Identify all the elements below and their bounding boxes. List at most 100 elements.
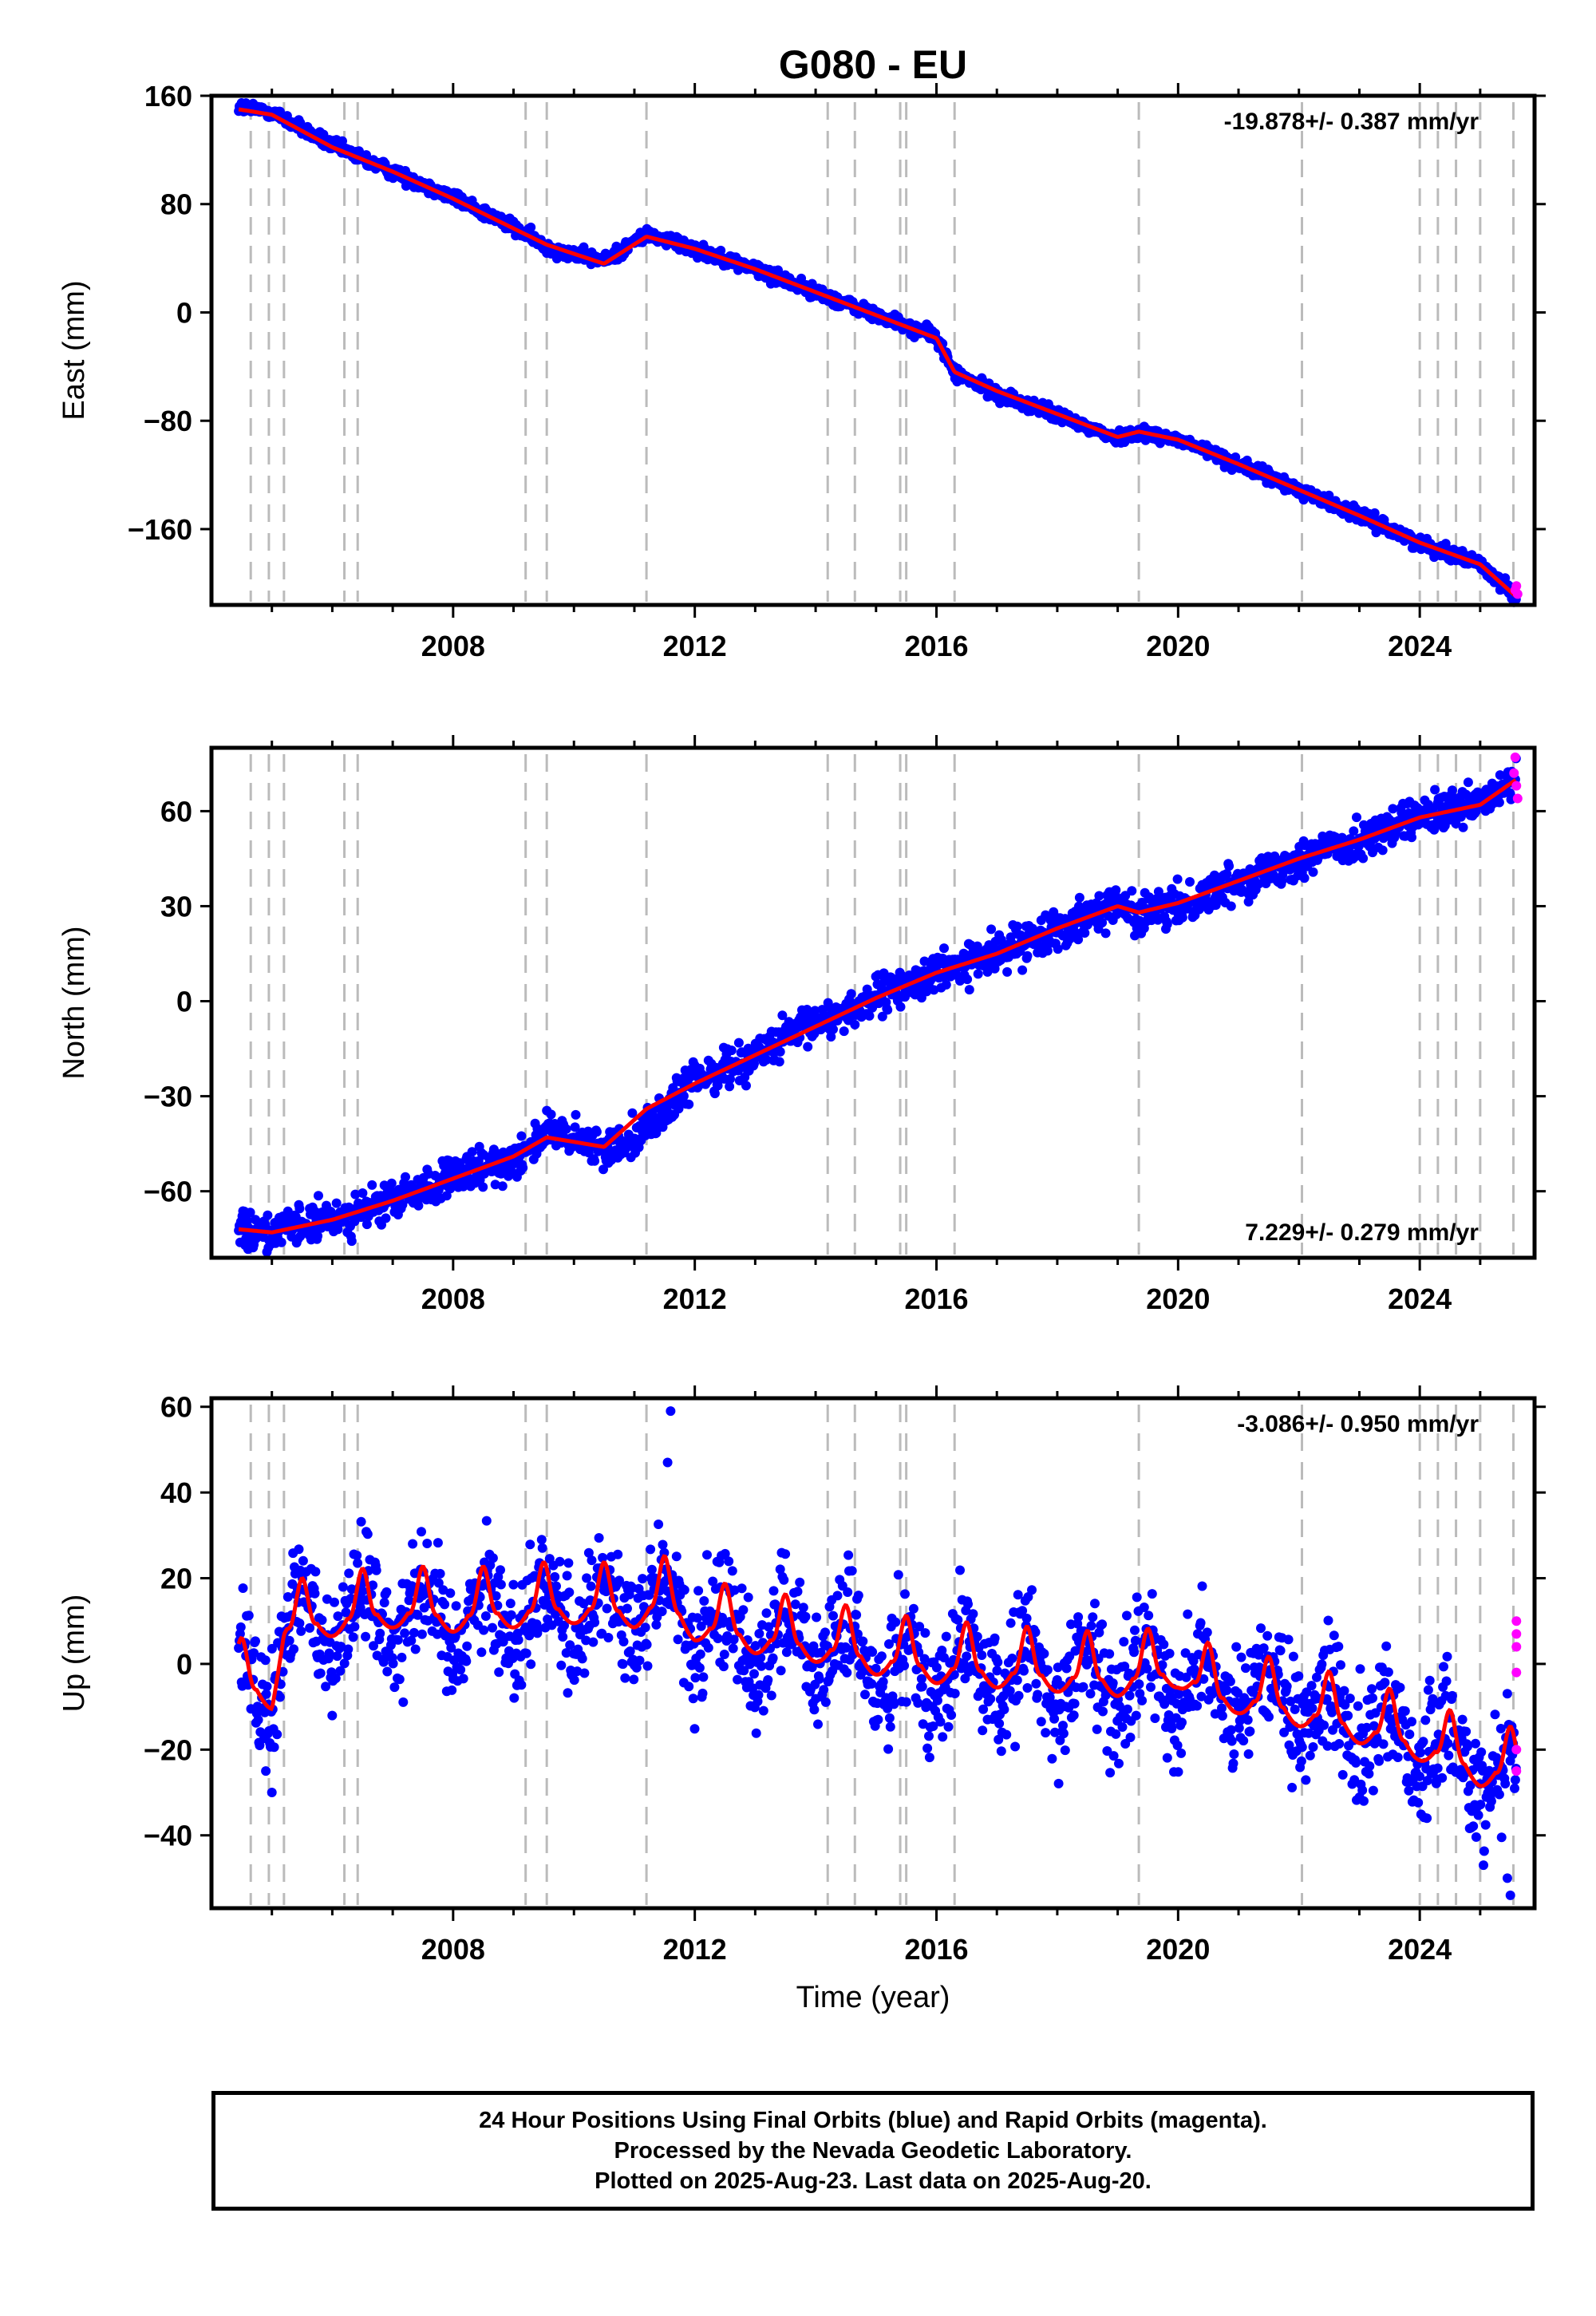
data-point xyxy=(899,1661,910,1670)
data-point xyxy=(497,1181,508,1192)
data-point xyxy=(935,1717,946,1727)
data-point xyxy=(753,1690,764,1700)
data-point xyxy=(994,1718,1005,1729)
data-point xyxy=(569,1675,579,1686)
data-point xyxy=(1108,1678,1118,1688)
data-point xyxy=(741,1081,751,1091)
data-point xyxy=(591,1127,602,1137)
data-point xyxy=(598,1164,608,1175)
data-point xyxy=(766,1690,776,1701)
data-point xyxy=(1177,912,1187,923)
data-point xyxy=(594,1533,604,1543)
data-point xyxy=(296,1626,306,1636)
data-point xyxy=(900,1589,910,1599)
data-point xyxy=(235,1622,246,1632)
y-tick-label: 80 xyxy=(160,188,192,221)
data-point xyxy=(525,1539,535,1550)
data-point xyxy=(1033,1690,1043,1700)
data-point xyxy=(1150,1713,1160,1723)
data-point xyxy=(1031,1678,1041,1689)
data-point xyxy=(1224,861,1235,871)
data-point xyxy=(1097,1619,1108,1630)
data-point xyxy=(481,1516,492,1526)
data-point xyxy=(276,1237,286,1247)
data-point xyxy=(939,943,949,954)
data-point xyxy=(973,969,983,979)
data-point xyxy=(1019,1666,1029,1676)
data-point xyxy=(490,1180,500,1190)
data-point xyxy=(622,1603,632,1614)
data-point xyxy=(684,1682,694,1692)
data-point xyxy=(749,1669,759,1679)
data-point xyxy=(773,265,783,275)
data-point xyxy=(877,1011,887,1022)
data-point xyxy=(1060,1745,1070,1756)
data-point xyxy=(305,1622,315,1633)
data-point xyxy=(398,1697,409,1707)
rapid-orbit-point xyxy=(1511,581,1522,591)
data-point xyxy=(1027,1585,1037,1595)
data-point xyxy=(922,1743,933,1753)
data-point xyxy=(726,1045,737,1056)
data-point xyxy=(294,1203,305,1214)
data-point xyxy=(1088,1612,1098,1622)
data-point xyxy=(718,1662,729,1672)
data-point xyxy=(1049,1713,1060,1724)
data-point xyxy=(962,1651,972,1662)
data-point xyxy=(1127,886,1137,896)
data-point xyxy=(938,1732,948,1742)
rapid-orbit-point xyxy=(1510,752,1520,762)
data-point xyxy=(671,1551,681,1562)
data-point xyxy=(350,1622,360,1632)
data-point xyxy=(338,136,347,146)
y-tick-label: 0 xyxy=(176,986,192,1018)
data-point xyxy=(620,1673,630,1683)
data-point xyxy=(853,1591,863,1601)
data-point xyxy=(758,1705,768,1716)
data-point xyxy=(1369,508,1380,518)
data-point xyxy=(238,1583,248,1593)
data-point xyxy=(828,1024,838,1034)
data-point xyxy=(1074,892,1084,903)
data-point xyxy=(698,1672,709,1682)
data-point xyxy=(924,1753,934,1763)
data-point xyxy=(1053,1778,1064,1788)
data-point xyxy=(798,1603,808,1613)
data-point xyxy=(674,1104,684,1114)
data-point xyxy=(775,1046,785,1057)
data-point xyxy=(924,1731,934,1741)
data-point xyxy=(751,1728,761,1738)
data-point xyxy=(920,1628,930,1638)
data-point xyxy=(343,1644,354,1654)
data-point xyxy=(1139,1603,1149,1612)
data-point xyxy=(946,1710,957,1720)
data-point xyxy=(555,1556,565,1567)
data-point xyxy=(873,1714,883,1725)
data-point xyxy=(1131,1710,1141,1721)
data-point xyxy=(779,1575,789,1585)
data-point xyxy=(505,1599,516,1609)
data-point xyxy=(642,1639,652,1650)
data-point xyxy=(883,1744,894,1754)
data-point xyxy=(754,1629,764,1638)
data-point xyxy=(679,1585,689,1595)
data-point xyxy=(810,1006,820,1016)
data-point xyxy=(1117,1722,1128,1732)
data-point xyxy=(1407,832,1416,843)
data-point xyxy=(526,222,536,232)
data-point xyxy=(400,1628,410,1638)
rate-annotation: -19.878+/- 0.387 mm/yr xyxy=(1224,109,1479,135)
data-point xyxy=(356,1516,366,1527)
data-point xyxy=(1098,1706,1108,1717)
data-point xyxy=(284,1635,294,1646)
data-point xyxy=(243,1611,254,1621)
data-point xyxy=(693,1613,703,1623)
data-point xyxy=(263,1210,273,1220)
data-point xyxy=(1130,1625,1140,1635)
data-point xyxy=(1017,965,1028,975)
data-point xyxy=(467,1147,477,1157)
data-point xyxy=(878,1677,888,1687)
data-point xyxy=(269,1742,279,1753)
